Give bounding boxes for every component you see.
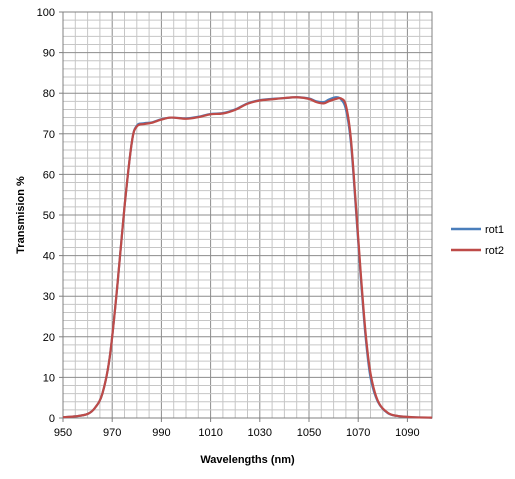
- y-tick-label: 60: [43, 169, 55, 181]
- y-tick-label: 100: [37, 7, 55, 19]
- y-tick-label: 0: [49, 413, 55, 425]
- y-tick-label: 90: [43, 48, 55, 60]
- legend-label-rot2: rot2: [485, 245, 504, 257]
- y-tick-label: 10: [43, 372, 55, 384]
- grid: [62, 11, 433, 419]
- y-tick-label: 20: [43, 332, 55, 344]
- x-tick-label: 950: [54, 427, 72, 439]
- legend: rot1 rot2: [451, 224, 504, 257]
- y-axis-title: Transmision %: [15, 176, 27, 254]
- x-tick-label: 970: [103, 427, 121, 439]
- series-line-rot2: [62, 96, 433, 419]
- x-tick-label: 1070: [346, 427, 370, 439]
- x-tick-label: 1090: [395, 427, 419, 439]
- y-axis-ticks: 0 10 20 30 40 50 60 70 80 90 100: [37, 7, 63, 425]
- y-tick-label: 80: [43, 88, 55, 100]
- series-lines: [62, 96, 433, 419]
- x-tick-label: 990: [152, 427, 170, 439]
- legend-label-rot1: rot1: [485, 224, 504, 236]
- y-tick-label: 50: [43, 210, 55, 222]
- x-axis-title: Wavelengths (nm): [200, 454, 295, 466]
- x-axis-ticks: 950 970 990 1010 1030 1050 1070 1090: [54, 418, 420, 439]
- y-tick-label: 30: [43, 291, 55, 303]
- x-tick-label: 1050: [297, 427, 321, 439]
- y-tick-label: 40: [43, 251, 55, 263]
- x-tick-label: 1010: [198, 427, 222, 439]
- y-tick-label: 70: [43, 129, 55, 141]
- x-tick-label: 1030: [248, 427, 272, 439]
